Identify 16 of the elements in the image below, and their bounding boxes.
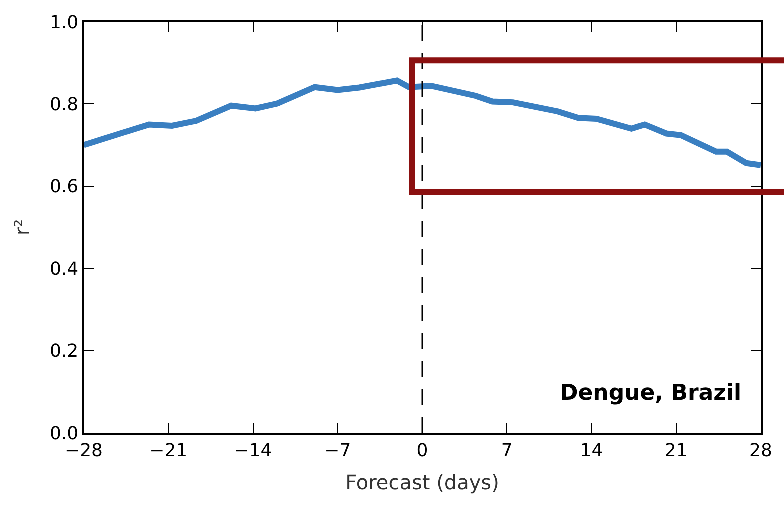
y-tick-label: 0.6 (50, 176, 79, 198)
y-tick-label: 0.4 (50, 258, 79, 280)
y-tick-label: 1.0 (50, 12, 79, 34)
y-tick-label: 0.2 (50, 341, 79, 362)
y-tick-label: 0.8 (50, 94, 79, 116)
y-axis-title: r² (10, 219, 34, 236)
annotation: Dengue, Brazil (560, 381, 742, 406)
x-tick-label: 21 (664, 440, 688, 462)
x-tick-label: −21 (150, 440, 188, 462)
x-tick-label: −14 (234, 440, 272, 462)
x-axis-title: Forecast (days) (346, 470, 500, 494)
x-tick-label: 0 (416, 440, 428, 462)
x-tick-label: −7 (324, 440, 352, 462)
x-tick-label: 7 (501, 440, 513, 462)
x-tick-label: 14 (580, 440, 604, 462)
x-tick-label: 28 (750, 440, 772, 462)
